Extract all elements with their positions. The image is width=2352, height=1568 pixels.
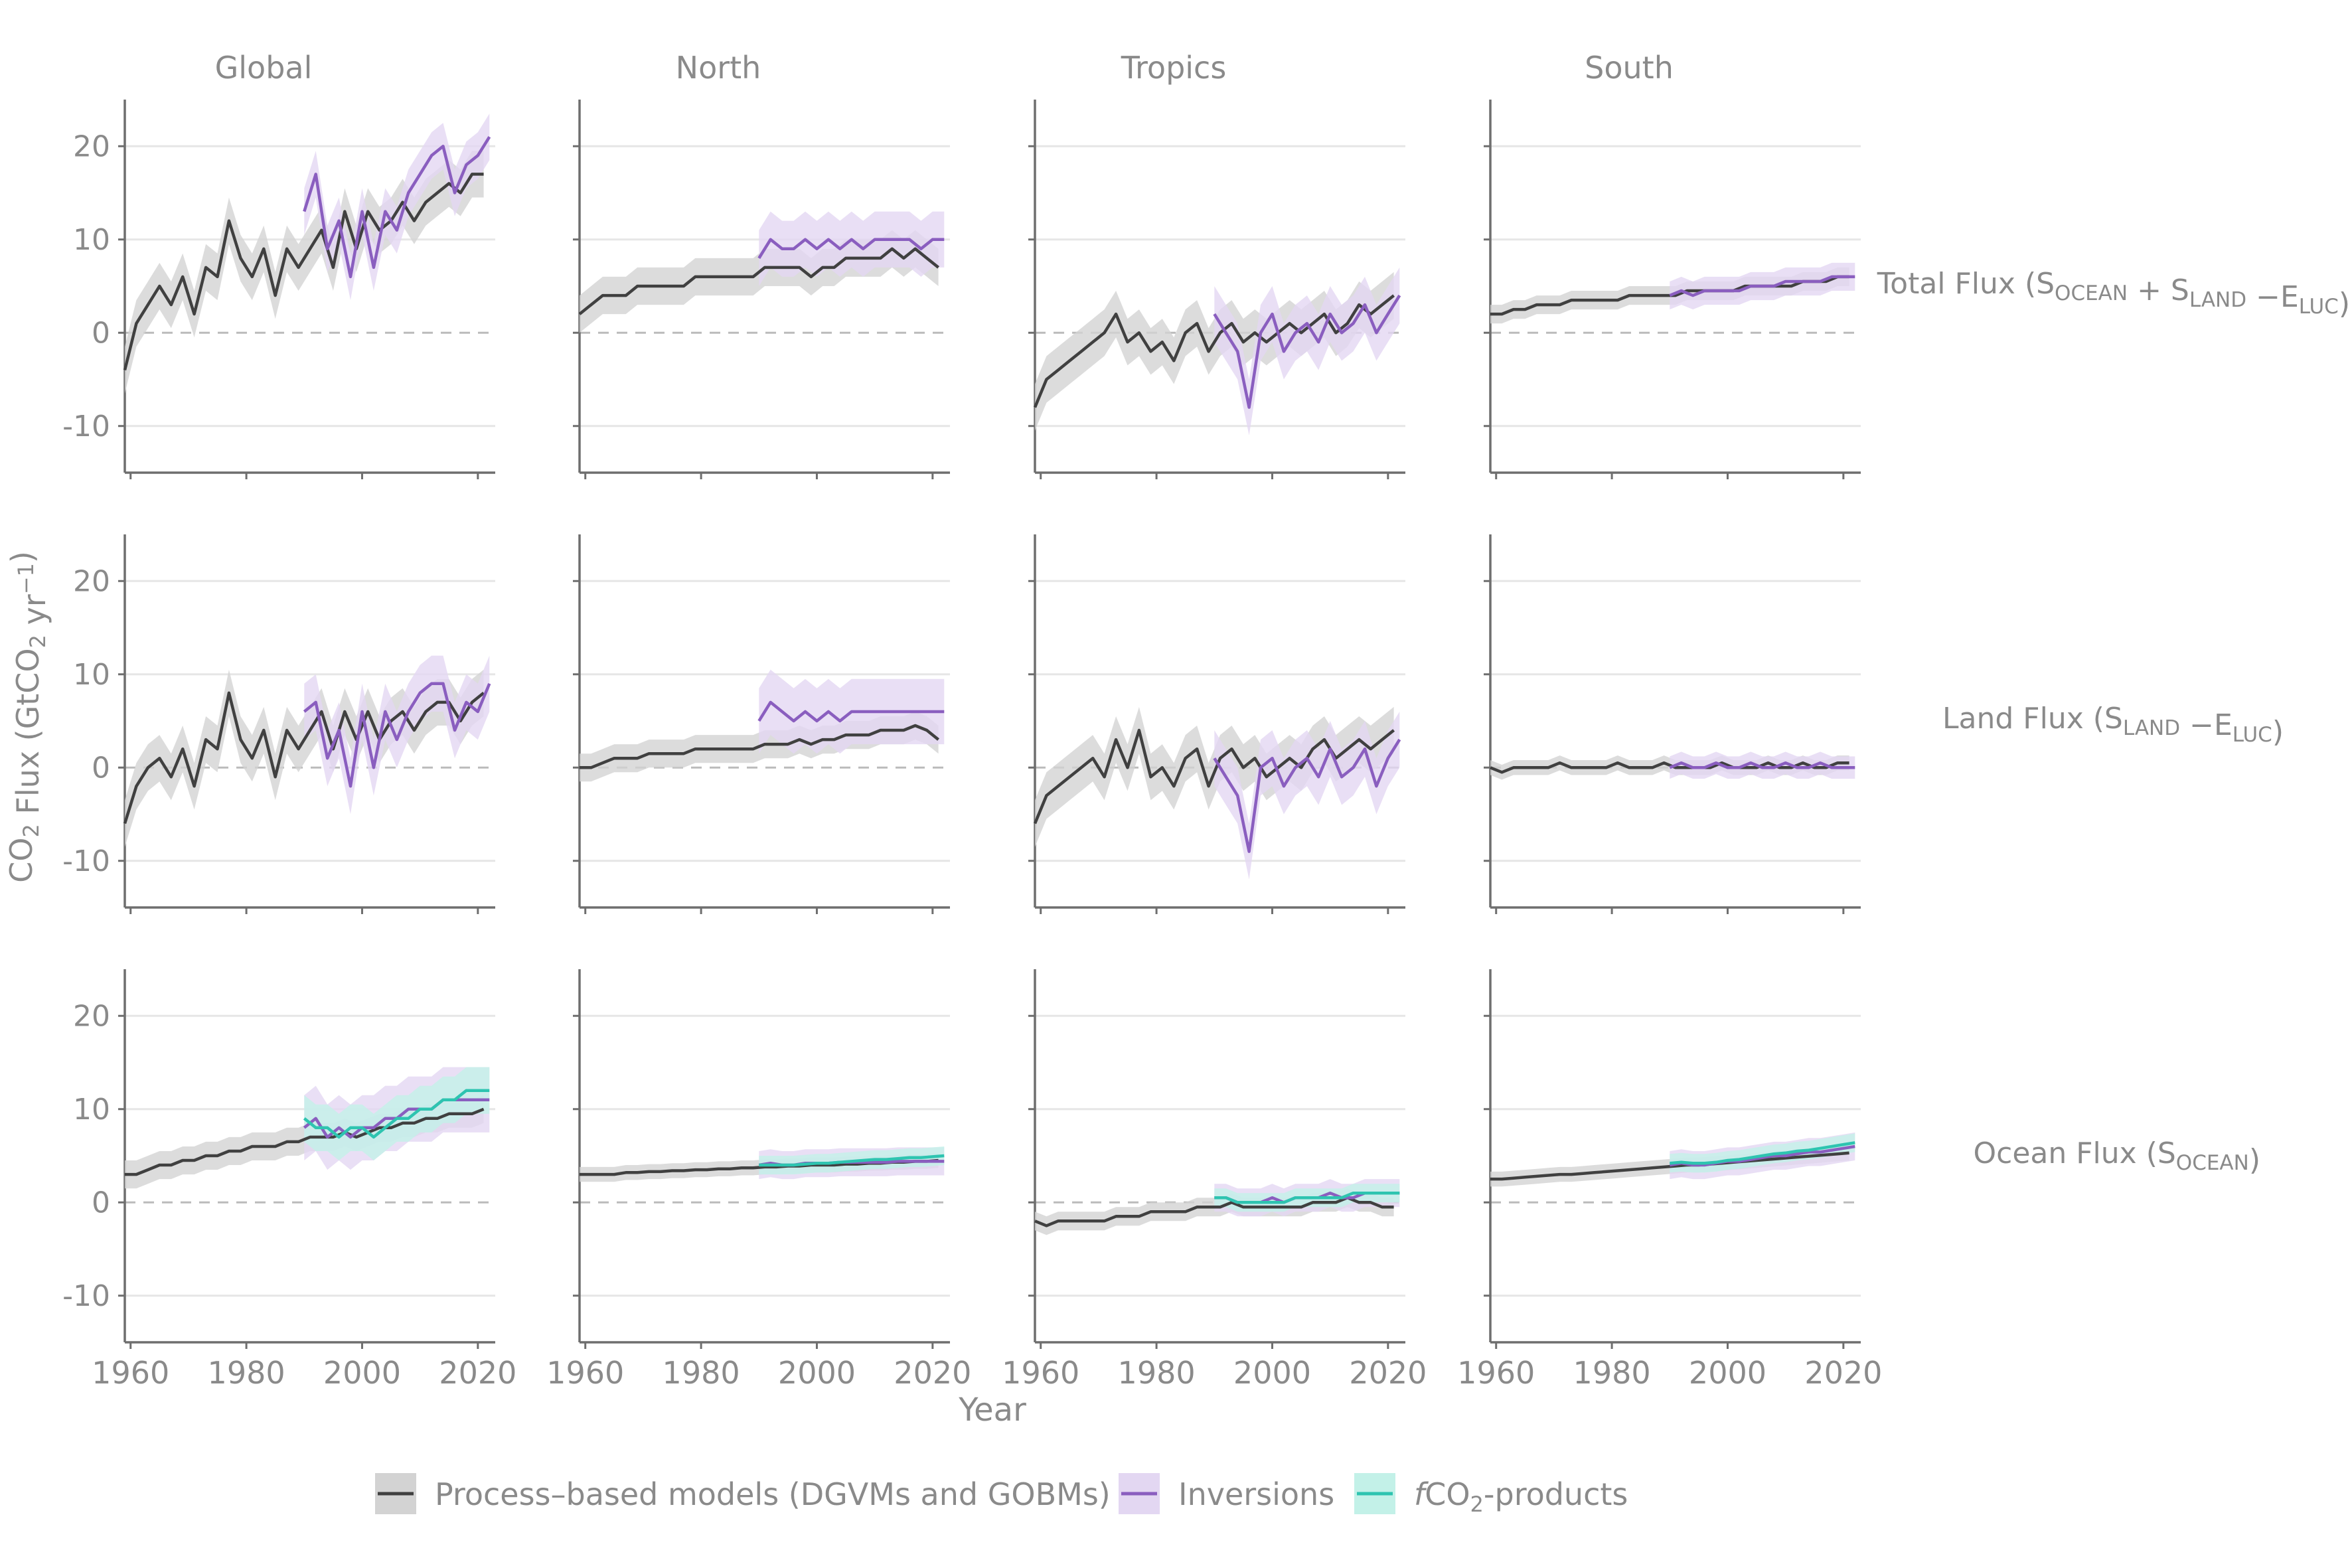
y-tick-label: -10 xyxy=(62,410,110,443)
column-title-0: Global xyxy=(215,50,313,86)
series-total-tropics xyxy=(1033,267,1401,435)
inversions-band xyxy=(1214,267,1400,435)
x-tick-label: 1980 xyxy=(1573,1355,1651,1391)
legend: Process–based models (DGVMs and GOBMs) In… xyxy=(375,1473,1628,1517)
legend-label-fco2: fCO2-products xyxy=(1414,1476,1628,1517)
inversions-line xyxy=(1213,738,1401,853)
panel-r1-c2 xyxy=(1028,534,1405,914)
row-labels: Total Flux (SOCEAN + SLAND −ELUC) Land Fl… xyxy=(1877,267,2350,1177)
process-line xyxy=(123,173,484,371)
process-line xyxy=(125,1107,485,1176)
inversions-line xyxy=(757,238,945,260)
panel-r2-c1: 1960 1980 2000 2020 xyxy=(546,969,971,1391)
process-line xyxy=(1034,1196,1394,1227)
x-tick-label: 1960 xyxy=(1457,1355,1535,1391)
fco2-line xyxy=(303,1089,490,1139)
series-land-south xyxy=(1490,751,1855,780)
x-tick-label: 2020 xyxy=(894,1355,971,1391)
inversions-band xyxy=(1214,712,1400,880)
panel-r0-c1 xyxy=(573,100,950,479)
y-tick-label: -10 xyxy=(62,1279,110,1313)
x-tick-label: 2020 xyxy=(1804,1355,1882,1391)
x-tick-label: 2000 xyxy=(1689,1355,1766,1391)
fco2-line xyxy=(1670,1141,1855,1165)
y-tick-label: 20 xyxy=(73,999,110,1033)
x-tick-label: 2000 xyxy=(1233,1355,1311,1391)
series-total-global xyxy=(123,114,491,394)
y-tick-label: 0 xyxy=(92,1186,110,1219)
process-line xyxy=(1490,1151,1849,1181)
y-tick-label: 10 xyxy=(73,1093,110,1127)
y-tick-label: -10 xyxy=(62,844,110,878)
series-total-south xyxy=(1490,262,1855,324)
y-tick-label: 20 xyxy=(73,129,110,163)
process-line xyxy=(1490,761,1849,774)
panel-r0-c3 xyxy=(1484,100,1861,479)
x-tick-label: 1960 xyxy=(92,1355,169,1391)
row-label-1: Land Flux (SLAND −ELUC) xyxy=(1942,702,2284,749)
x-tick-label: 1960 xyxy=(546,1355,624,1391)
x-tick-label: 2020 xyxy=(439,1355,516,1391)
y-tick-label: 10 xyxy=(73,658,110,692)
process-line xyxy=(578,247,940,315)
process-line xyxy=(123,691,485,824)
fco2-line xyxy=(759,1154,945,1167)
y-tick-label: 0 xyxy=(92,316,110,350)
inversions-line xyxy=(303,682,491,788)
column-title-2: Tropics xyxy=(1121,50,1227,86)
legend-item-fco2: fCO2-products xyxy=(1354,1473,1628,1517)
series-ocean-south xyxy=(1490,1132,1855,1187)
series-ocean-global xyxy=(125,1067,490,1189)
column-title-1: North xyxy=(676,50,761,86)
series-land-north xyxy=(580,669,945,782)
process-line xyxy=(1033,294,1395,408)
y-axis-title: CO2 Flux (GtCO2 yr−1) xyxy=(3,551,52,883)
inversions-band xyxy=(759,211,945,286)
panel-r2-c3: 1960 1980 2000 2020 xyxy=(1457,969,1882,1391)
inversions-band xyxy=(304,114,490,301)
y-tick-label: 0 xyxy=(92,751,110,785)
panel-r2-c2: 1960 1980 2000 2020 xyxy=(1002,969,1427,1391)
panel-r2-c0: 20 10 0 -10 1960 1980 2000 2020 xyxy=(62,969,516,1391)
x-tick-label: 2020 xyxy=(1349,1355,1427,1391)
x-tick-label: 2000 xyxy=(323,1355,401,1391)
column-titles: Global North Tropics South xyxy=(215,50,1674,86)
x-tick-label: 2000 xyxy=(778,1355,856,1391)
x-axis-title: Year xyxy=(958,1391,1026,1429)
row-label-0: Total Flux (SOCEAN + SLAND −ELUC) xyxy=(1877,267,2350,321)
inversions-line xyxy=(1669,1144,1855,1167)
panel-grid: 20 10 0 -10 20 10 0 -10 20 10 0 -10 1960 1980 2000 2020… xyxy=(62,100,1882,1391)
legend-label-inversions: Inversions xyxy=(1178,1476,1334,1512)
legend-label-process: Process–based models (DGVMs and GOBMs) xyxy=(435,1476,1111,1512)
column-title-3: South xyxy=(1585,50,1674,86)
legend-item-process: Process–based models (DGVMs and GOBMs) xyxy=(375,1473,1111,1514)
inversions-line xyxy=(757,700,945,723)
panel-r0-c2 xyxy=(1028,100,1405,479)
inversions-line xyxy=(1669,275,1855,297)
panel-r1-c3 xyxy=(1484,534,1861,914)
series-total-north xyxy=(578,211,945,333)
y-tick-label: 10 xyxy=(73,223,110,257)
y-tick-label: 20 xyxy=(73,564,110,598)
x-tick-label: 1980 xyxy=(1118,1355,1196,1391)
fco2-line xyxy=(1214,1191,1400,1204)
inversions-band xyxy=(304,655,490,815)
series-ocean-tropics xyxy=(1034,1179,1400,1235)
legend-item-inversions: Inversions xyxy=(1119,1473,1334,1514)
series-land-global xyxy=(123,655,491,847)
x-tick-label: 1960 xyxy=(1002,1355,1079,1391)
series-land-tropics xyxy=(1033,706,1401,880)
x-tick-label: 1980 xyxy=(663,1355,740,1391)
inversions-line xyxy=(303,136,491,279)
series-ocean-north xyxy=(580,1146,945,1182)
inversions-line xyxy=(1213,294,1401,409)
inversions-line xyxy=(1669,761,1855,769)
row-label-2: Ocean Flux (SOCEAN) xyxy=(1974,1137,2260,1177)
x-tick-label: 1980 xyxy=(208,1355,285,1391)
axis-titles: CO2 Flux (GtCO2 yr−1) Year xyxy=(3,551,1026,1429)
process-line xyxy=(580,724,940,769)
process-band xyxy=(125,151,484,394)
